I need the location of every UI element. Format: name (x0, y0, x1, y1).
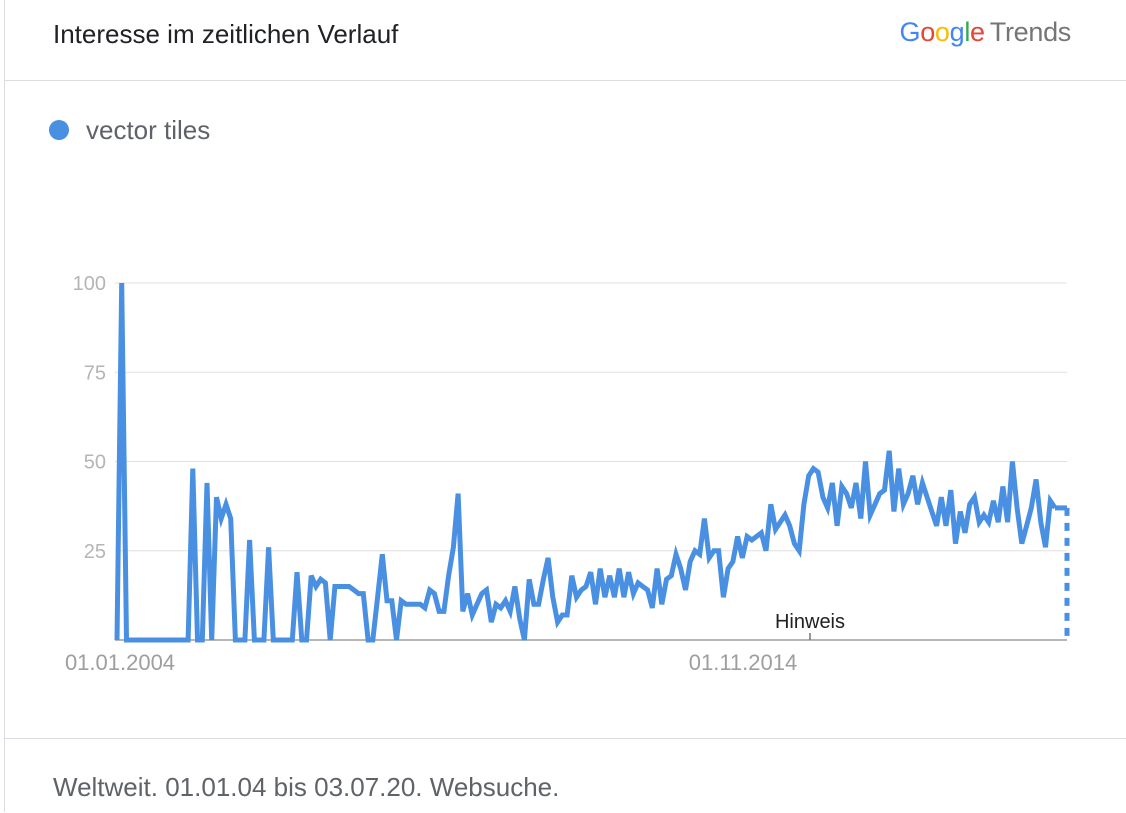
trends-card: Interesse im zeitlichen Verlauf Google Tr… (4, 0, 1126, 812)
logo-letter-2: o (920, 17, 935, 47)
logo-letter-1: G (899, 17, 921, 47)
google-trends-logo[interactable]: Google Trends (899, 17, 1071, 48)
logo-letter-4: g (949, 17, 965, 47)
x-tick-2004: 01.01.2004 (65, 650, 175, 675)
logo-letter-3: o (934, 17, 950, 47)
y-tick-25: 25 (84, 541, 106, 563)
note-marker-label[interactable]: Hinweis (775, 611, 845, 633)
legend-label: vector tiles (86, 115, 211, 145)
logo-letter-6: e (970, 17, 985, 47)
x-tick-2014: 01.11.2014 (689, 650, 797, 675)
y-tick-100: 100 (73, 273, 106, 295)
legend-dot-icon (49, 120, 69, 140)
x-axis-ticks: 01.01.2004 01.11.2014 (65, 650, 797, 675)
interest-over-time-chart[interactable]: 25 50 75 100 01.01.2004 01.11.2014 Hinwe… (5, 0, 1126, 700)
logo-trends-text: Trends (989, 17, 1072, 47)
y-axis-ticks: 25 50 75 100 (73, 273, 106, 563)
card-footer: Weltweit. 01.01.04 bis 03.07.20. Websuch… (5, 738, 1126, 813)
card-header: Interesse im zeitlichen Verlauf Google Tr… (5, 0, 1126, 81)
series-line-vector-tiles[interactable] (114, 282, 1058, 643)
footer-description: Weltweit. 01.01.04 bis 03.07.20. Websuch… (53, 772, 560, 802)
gridlines (115, 282, 1067, 641)
logo-letter-5: l (964, 17, 971, 47)
y-tick-75: 75 (84, 362, 106, 384)
card-title: Interesse im zeitlichen Verlauf (53, 19, 399, 49)
y-tick-50: 50 (84, 452, 106, 474)
